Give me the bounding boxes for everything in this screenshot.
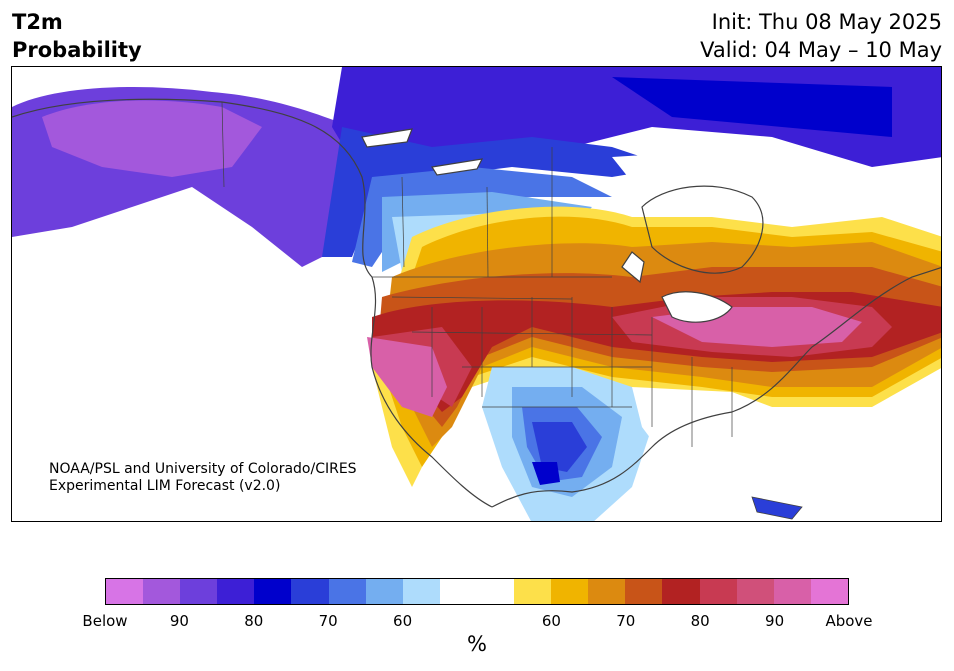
colorbar-segment	[439, 579, 477, 604]
colorbar-segment	[662, 579, 700, 604]
coastlines	[12, 98, 941, 508]
credit-line-1: NOAA/PSL and University of Colorado/CIRE…	[49, 461, 357, 477]
field-arctic-deep	[612, 77, 892, 137]
title-line-1: T2m	[12, 10, 63, 34]
colorbar-segment	[402, 579, 440, 604]
valid-range: Valid: 04 May – 10 May	[700, 38, 942, 62]
state-borders	[221, 101, 733, 447]
forecast-credit: NOAA/PSL and University of Colorado/CIRE…	[49, 461, 357, 495]
map-title: T2m Probability	[12, 8, 142, 64]
colorbar-tick-label: Below	[82, 612, 128, 630]
colorbar-segment	[291, 579, 329, 604]
colorbar-segment	[217, 579, 255, 604]
colorbar-segment	[106, 579, 144, 604]
colorbar-segment	[810, 579, 848, 604]
field-california-pink	[367, 337, 447, 417]
colorbar-segment	[773, 579, 811, 604]
init-date: Init: Thu 08 May 2025	[711, 10, 942, 34]
colorbar-tick-label: 70	[616, 612, 636, 630]
probability-map	[11, 66, 942, 522]
cuba	[751, 496, 803, 520]
credit-line-2: Experimental LIM Forecast (v2.0)	[49, 478, 281, 494]
field-canada-mid	[352, 167, 612, 267]
field-mexico-deep	[532, 462, 560, 485]
colorbar-tick-label: 90	[765, 612, 785, 630]
field-canada-blue	[322, 127, 672, 257]
colorbar-tick-label: 80	[244, 612, 264, 630]
colorbar-tick-label: 90	[169, 612, 189, 630]
colorbar-segment	[328, 579, 366, 604]
field-texas-deep	[532, 422, 587, 472]
colorbar-tick-label: Above	[825, 612, 873, 630]
colorbar-tick-label: 60	[541, 612, 561, 630]
colorbar-unit: %	[467, 632, 487, 656]
colorbar-segment	[736, 579, 774, 604]
colorbar-tick-label: 70	[318, 612, 338, 630]
colorbar-segment	[551, 579, 589, 604]
probability-colorbar	[105, 578, 849, 605]
colorbar-tick-label: 60	[393, 612, 413, 630]
title-line-2: Probability	[12, 38, 142, 62]
field-alaska-light	[42, 100, 262, 177]
colorbar-tick-label: 80	[690, 612, 710, 630]
map-graphic	[12, 67, 941, 521]
colorbar-segment	[625, 579, 663, 604]
forecast-dates: Init: Thu 08 May 2025 Valid: 04 May – 10…	[700, 8, 942, 64]
colorbar-segment	[143, 579, 181, 604]
colorbar-segment	[699, 579, 737, 604]
colorbar-segment	[588, 579, 626, 604]
colorbar-segment	[180, 579, 218, 604]
field-southeast-white	[632, 387, 772, 487]
colorbar-segment	[476, 579, 515, 604]
colorbar-segment	[365, 579, 403, 604]
colorbar-segment	[254, 579, 292, 604]
colorbar-segment	[514, 579, 552, 604]
